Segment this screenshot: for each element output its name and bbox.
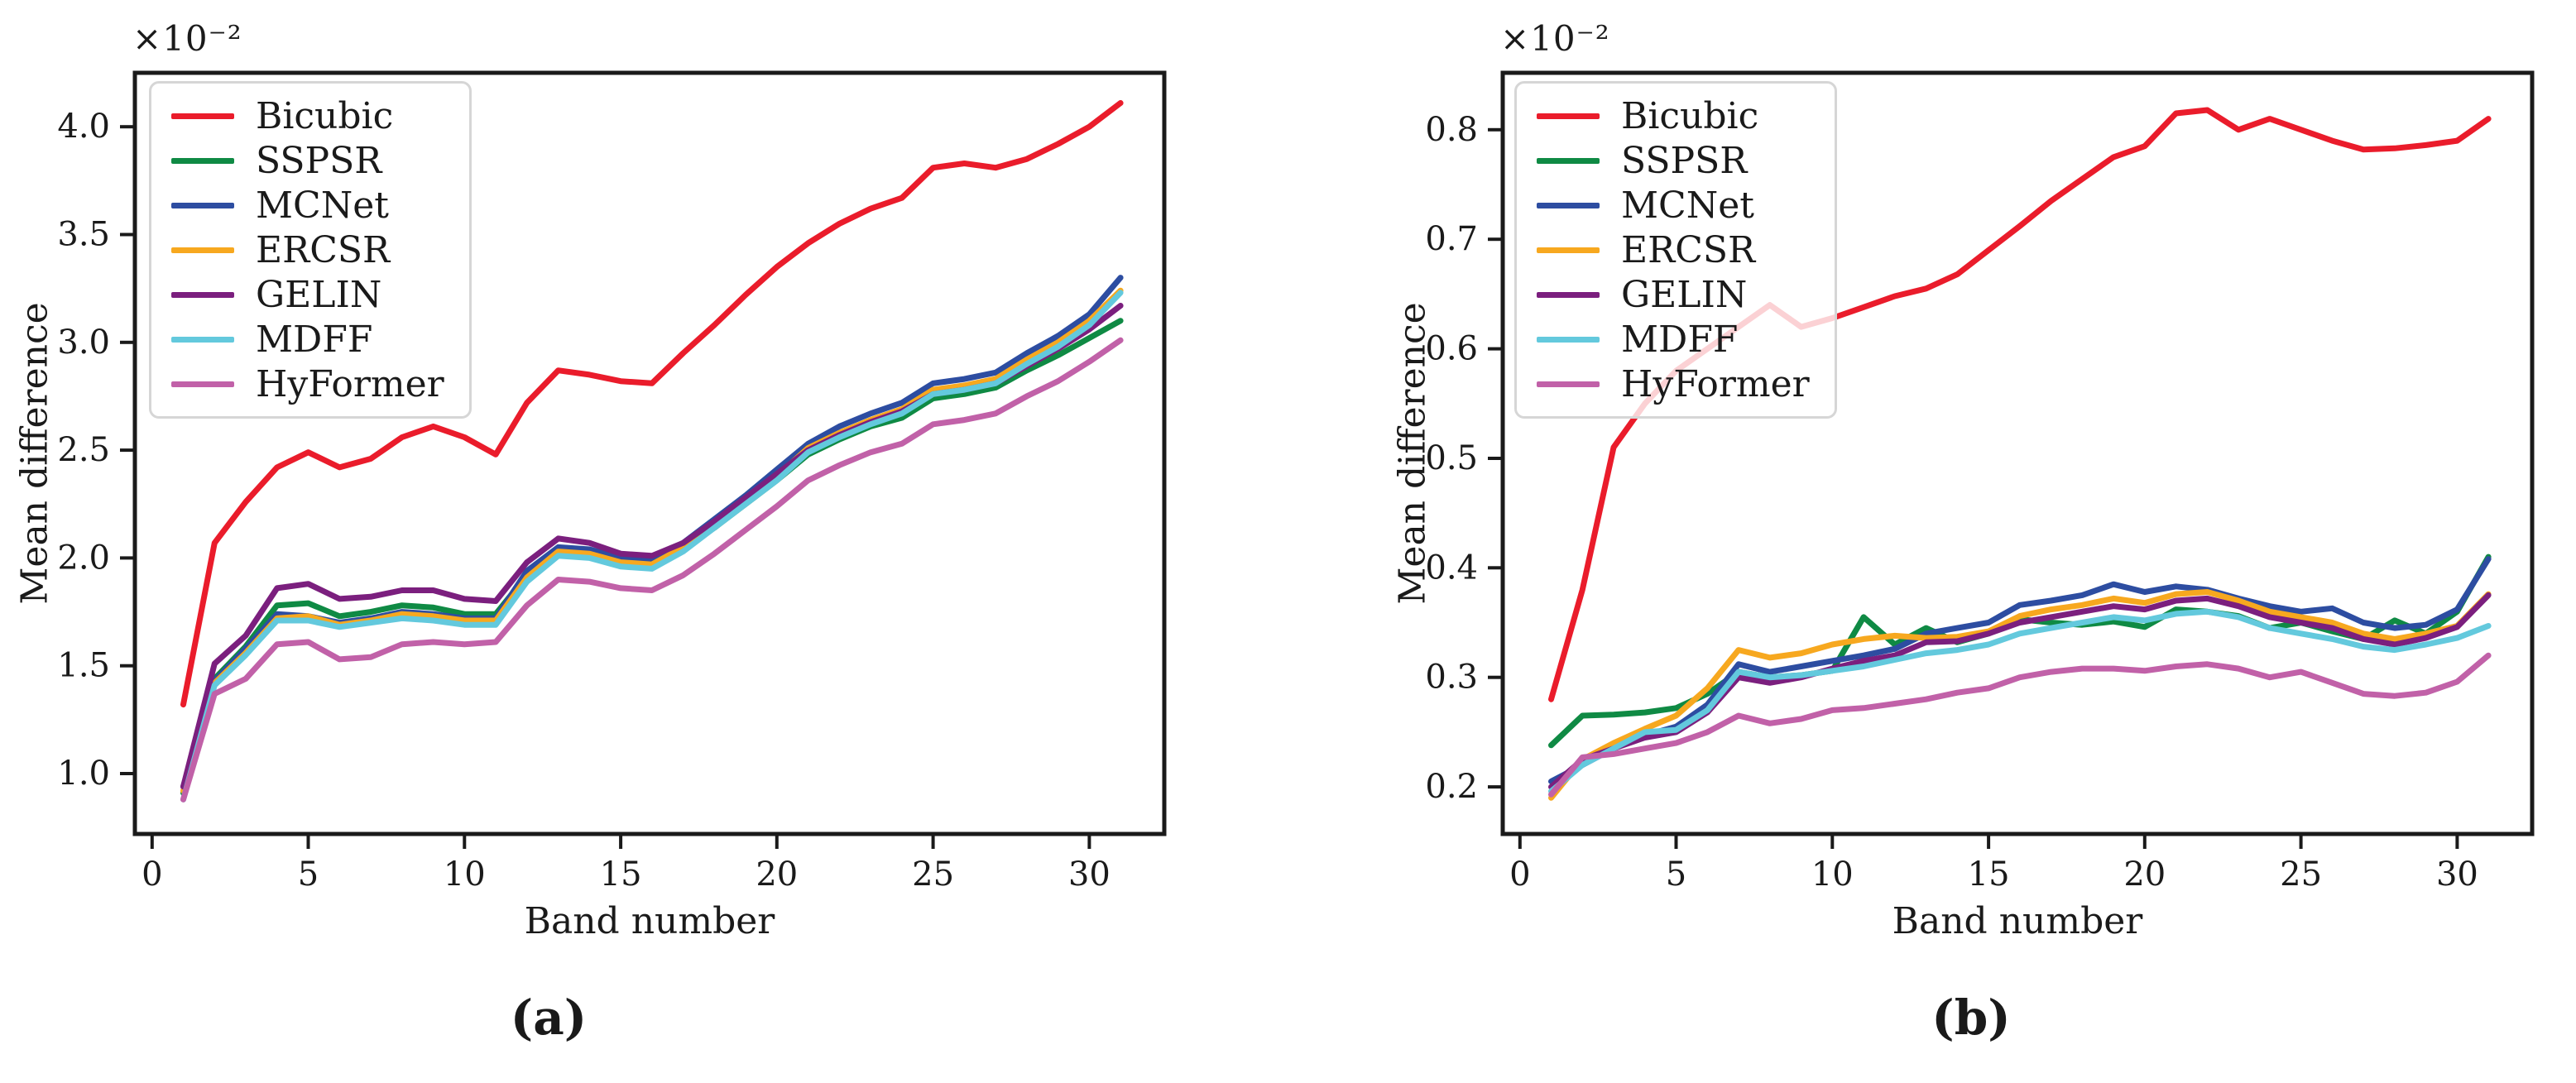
y-tick-label: 0.3 — [1425, 659, 1478, 697]
legend-label: GELIN — [1621, 273, 1748, 316]
y-tick-label: 0.5 — [1425, 439, 1478, 477]
legend-label: Bicubic — [256, 94, 394, 137]
plot-area-b: 0 5 10 15 20 25 30 0.2 0.3 0.4 0.5 0.6 0.7 0.8 — [1425, 70, 2535, 894]
series-line-MDFF — [1548, 608, 2492, 794]
subfigure-b: 0 5 10 15 20 25 30 0.2 0.3 0.4 0.5 0.6 0.7 0.8 ×10⁻² … — [1288, 0, 2576, 1083]
legend-item-Bicubic: Bicubic — [171, 94, 444, 137]
series-line-SSPSR — [1548, 553, 2492, 749]
y-tick-label: 2.0 — [57, 539, 110, 577]
x-tick-label: 30 — [2436, 855, 2478, 894]
y-axis-offset-label: ×10⁻² — [1500, 18, 1610, 59]
legend-swatch-ERCSR — [1537, 247, 1600, 253]
x-tick-label: 0 — [142, 855, 162, 894]
x-tick-label: 15 — [600, 855, 642, 894]
legend-label: SSPSR — [1621, 139, 1748, 182]
y-tick-label: 1.0 — [57, 755, 110, 793]
legend-swatch-MCNet — [1537, 202, 1600, 208]
series-line-Bicubic — [180, 100, 1124, 708]
legend: Bicubic SSPSR MCNet ERCSR GELIN MDFF HyFormer — [149, 81, 472, 419]
legend-item-SSPSR: SSPSR — [171, 139, 444, 182]
legend-swatch-MDFF — [171, 336, 234, 343]
y-axis-label: Mean difference — [1391, 302, 1434, 605]
legend: Bicubic SSPSR MCNet ERCSR GELIN MDFF HyFormer — [1514, 81, 1837, 419]
x-axis-label: Band number — [1892, 900, 2143, 942]
legend-label: MCNet — [256, 184, 389, 227]
series-line-ERCSR — [1548, 589, 2492, 801]
y-tick-label: 0.7 — [1425, 220, 1478, 258]
subfigure-a: 0 5 10 15 20 25 30 1.0 1.5 2.0 2.5 3.0 3.5 4.0 ×10⁻² … — [13, 18, 1167, 1046]
legend-item-ERCSR: ERCSR — [171, 228, 444, 271]
y-axis-label: Mean difference — [13, 302, 56, 605]
subfigure-caption: (a) — [510, 990, 588, 1046]
legend-item-HyFormer: HyFormer — [171, 362, 444, 405]
x-tick-label: 15 — [1968, 855, 2010, 894]
y-tick-label: 0.2 — [1425, 768, 1478, 806]
x-tick-label: 5 — [298, 855, 319, 894]
legend-label: MCNet — [1621, 184, 1754, 227]
legend-item-Bicubic: Bicubic — [1537, 94, 1810, 137]
x-axis-label: Band number — [524, 900, 775, 942]
legend-item-MCNet: MCNet — [1537, 184, 1810, 227]
plot-area-a: 0 5 10 15 20 25 30 1.0 1.5 2.0 2.5 3.0 3.5 4.0 — [57, 70, 1167, 894]
y-tick-label: 0.8 — [1425, 111, 1478, 149]
legend-label: HyFormer — [256, 362, 444, 405]
series-line-MDFF — [180, 290, 1124, 803]
legend-item-GELIN: GELIN — [1537, 273, 1810, 316]
legend-label: SSPSR — [256, 139, 382, 182]
legend-item-MDFF: MDFF — [171, 318, 444, 361]
x-tick-label: 0 — [1509, 855, 1530, 894]
x-tick-label: 10 — [444, 855, 486, 894]
legend-item-MDFF: MDFF — [1537, 318, 1810, 361]
axes-spines — [1500, 70, 2535, 836]
legend-swatch-MCNet — [171, 202, 234, 208]
legend-swatch-ERCSR — [171, 247, 234, 253]
legend-item-SSPSR: SSPSR — [1537, 139, 1810, 182]
legend-item-MCNet: MCNet — [171, 184, 444, 227]
y-tick-label: 3.5 — [57, 216, 110, 254]
legend-swatch-GELIN — [171, 291, 234, 298]
x-tick-label: 25 — [2280, 855, 2322, 894]
x-tick-label: 10 — [1811, 855, 1854, 894]
series-line-HyFormer — [1548, 652, 2492, 798]
legend-item-HyFormer: HyFormer — [1537, 362, 1810, 405]
legend-label: MDFF — [1621, 318, 1739, 361]
y-tick-label: 1.5 — [57, 647, 110, 685]
y-tick-label: 0.4 — [1425, 549, 1478, 587]
legend-swatch-SSPSR — [1537, 157, 1600, 164]
x-tick-label: 20 — [756, 855, 798, 894]
legend-label: Bicubic — [1621, 94, 1759, 137]
x-tick-label: 5 — [1666, 855, 1686, 894]
legend-label: MDFF — [256, 318, 373, 361]
legend-swatch-HyFormer — [171, 381, 234, 387]
axes-spines — [132, 70, 1167, 836]
legend-swatch-SSPSR — [171, 157, 234, 164]
subfigure-caption: (b) — [1931, 990, 2011, 1046]
y-tick-label: 3.0 — [57, 323, 110, 362]
y-tick-label: 0.6 — [1425, 330, 1478, 368]
legend-swatch-HyFormer — [1537, 381, 1600, 387]
legend-label: ERCSR — [256, 228, 391, 271]
y-axis-offset-label: ×10⁻² — [132, 18, 242, 59]
legend-swatch-Bicubic — [1537, 113, 1600, 119]
legend-item-GELIN: GELIN — [171, 273, 444, 316]
x-tick-label: 30 — [1068, 855, 1111, 894]
series-line-HyFormer — [180, 337, 1124, 803]
x-tick-label: 20 — [2123, 855, 2166, 894]
legend-label: ERCSR — [1621, 228, 1756, 271]
legend-swatch-GELIN — [1537, 291, 1600, 298]
legend-label: GELIN — [256, 273, 382, 316]
legend-label: HyFormer — [1621, 362, 1810, 405]
x-tick-label: 25 — [912, 855, 954, 894]
legend-swatch-Bicubic — [171, 113, 234, 119]
legend-swatch-MDFF — [1537, 336, 1600, 343]
legend-item-ERCSR: ERCSR — [1537, 228, 1810, 271]
series-line-MCNet — [1548, 556, 2492, 784]
y-tick-label: 4.0 — [57, 108, 110, 146]
y-tick-label: 2.5 — [57, 431, 110, 469]
